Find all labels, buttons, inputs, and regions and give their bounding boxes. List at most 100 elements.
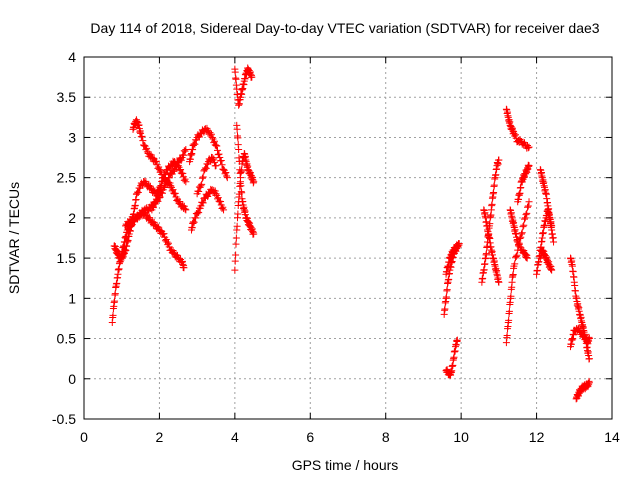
data-point (167, 182, 175, 190)
data-point (490, 188, 498, 196)
data-point (523, 209, 531, 217)
data-point (192, 214, 200, 222)
data-point (196, 183, 204, 191)
data-point (453, 336, 461, 344)
data-point (453, 242, 461, 250)
data-point (441, 305, 449, 313)
data-point (154, 192, 162, 200)
y-tick-label: 4 (68, 49, 76, 65)
data-point (158, 189, 166, 197)
data-point (211, 141, 219, 149)
data-point (152, 157, 160, 165)
data-point (210, 155, 218, 163)
data-point (199, 199, 207, 207)
data-point (248, 73, 256, 81)
data-point (164, 178, 172, 186)
y-axis-label: SDTVAR / TECUs (6, 182, 22, 294)
data-point (169, 186, 177, 194)
data-point (165, 174, 173, 182)
series-arc-20 (514, 161, 533, 206)
data-point (231, 257, 239, 265)
data-point (524, 144, 532, 152)
data-point (180, 151, 188, 159)
data-point (218, 161, 226, 169)
series-arc-10 (231, 150, 258, 274)
data-point (215, 150, 223, 158)
data-point (232, 251, 240, 259)
data-point (171, 189, 179, 197)
series-arc-23 (536, 246, 556, 274)
data-point (518, 229, 526, 237)
x-tick-label: 8 (382, 429, 390, 445)
data-point (509, 271, 517, 279)
x-tick-label: 12 (529, 429, 545, 445)
data-point (524, 203, 532, 211)
data-point (233, 222, 241, 230)
data-point (214, 146, 222, 154)
series-arc-7 (187, 185, 228, 234)
chart-title: Day 114 of 2018, Sidereal Day-to-day VTE… (90, 20, 599, 36)
data-point (158, 177, 166, 185)
data-point (210, 137, 218, 145)
data-point (177, 155, 185, 163)
data-point (238, 189, 246, 197)
data-point (237, 182, 245, 190)
data-point (160, 230, 168, 238)
data-point (548, 266, 556, 274)
data-point (189, 141, 197, 149)
data-point (137, 129, 145, 137)
data-point (161, 171, 169, 179)
data-point (111, 297, 119, 305)
y-tick-label: 2 (68, 210, 76, 226)
series-arc-18 (502, 105, 533, 152)
data-point (208, 133, 216, 141)
data-point (206, 129, 214, 137)
series-arc-22 (536, 166, 558, 246)
series-arc-25 (567, 324, 593, 351)
data-point (234, 210, 242, 218)
data-point (201, 166, 209, 174)
data-point (585, 379, 593, 387)
data-point (139, 137, 147, 145)
data-point (217, 156, 225, 164)
data-point (207, 130, 215, 138)
data-point (152, 197, 160, 205)
data-point (234, 134, 242, 142)
data-point (157, 167, 165, 175)
data-point (157, 183, 165, 191)
data-point (109, 311, 117, 319)
data-point (210, 158, 218, 166)
data-point (250, 178, 258, 186)
series-arc-26 (572, 377, 593, 403)
series-arc-8 (193, 153, 220, 198)
data-point (212, 190, 220, 198)
series-arc-14 (442, 241, 461, 278)
data-point (488, 200, 496, 208)
data-point (193, 210, 201, 218)
x-tick-label: 4 (231, 429, 239, 445)
data-point (170, 167, 178, 175)
data-point (220, 206, 228, 214)
data-point (143, 144, 151, 152)
data-point (495, 156, 503, 164)
series-arc-19 (506, 206, 531, 262)
data-point (214, 194, 222, 202)
grid-lines (84, 57, 612, 419)
data-point (525, 198, 533, 206)
data-point (511, 260, 519, 268)
data-point (191, 140, 199, 148)
data-point (507, 292, 515, 300)
data-point (182, 178, 190, 186)
series-arc-16 (480, 206, 503, 286)
data-point (182, 206, 190, 214)
data-point (198, 180, 206, 188)
data-point (138, 132, 146, 140)
data-point (133, 190, 141, 198)
series-arc-15 (478, 156, 503, 286)
data-point (525, 162, 533, 170)
data-point (524, 202, 532, 210)
data-point (204, 190, 212, 198)
y-tick-label: 0.5 (57, 331, 77, 347)
data-point (513, 251, 521, 259)
